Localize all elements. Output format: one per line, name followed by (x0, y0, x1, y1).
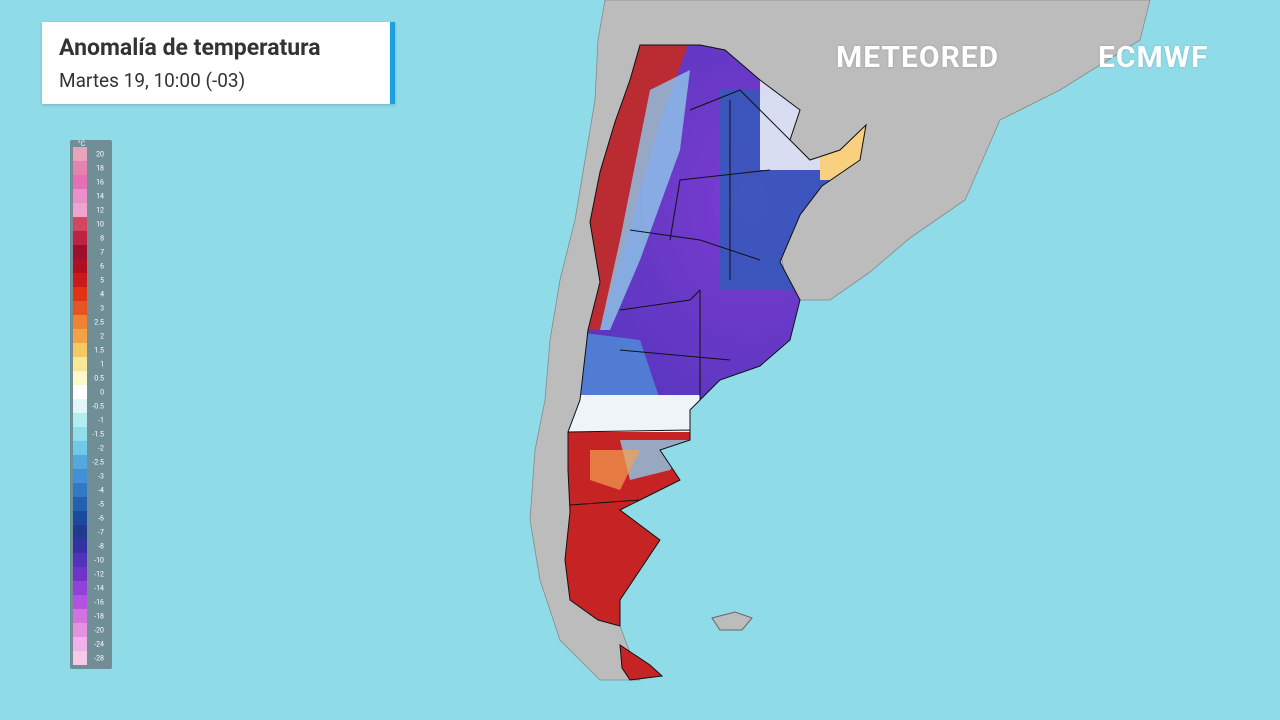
legend-swatch (73, 301, 87, 315)
legend-label: -2 (98, 445, 104, 453)
legend-swatch (73, 217, 87, 231)
legend: °C 20 18 16 14 12 10 8 7 6 5 4 3 2.5 2 1.5 1 0.5 0 -0.5 -1 -1… (70, 140, 112, 669)
legend-label: -14 (94, 585, 104, 593)
legend-swatch (73, 343, 87, 357)
legend-swatch (73, 259, 87, 273)
title-card: Anomalía de temperatura Martes 19, 10:00… (42, 22, 395, 104)
legend-label: -3 (98, 473, 104, 481)
legend-label: -1 (98, 417, 104, 425)
legend-label: 12 (96, 207, 104, 215)
legend-swatch (73, 525, 87, 539)
legend-label: 7 (100, 249, 104, 257)
legend-swatch (73, 413, 87, 427)
legend-swatch (73, 511, 87, 525)
subtitle: Martes 19, 10:00 (-03) (59, 69, 246, 92)
legend-swatch (73, 469, 87, 483)
legend-label: 2.5 (94, 319, 104, 327)
legend-swatch (73, 245, 87, 259)
legend-swatch (73, 329, 87, 343)
legend-swatch (73, 441, 87, 455)
legend-label: 1.5 (94, 347, 104, 355)
legend-swatch (73, 175, 87, 189)
legend-swatch (73, 357, 87, 371)
legend-label: 2 (100, 333, 104, 341)
legend-swatch (73, 371, 87, 385)
legend-label: 18 (96, 165, 104, 173)
legend-label: 3 (100, 305, 104, 313)
legend-label: 1 (100, 361, 104, 369)
legend-label: -8 (98, 543, 104, 551)
tierra-del-fuego (619, 644, 664, 681)
legend-swatch (73, 161, 87, 175)
legend-label: -24 (94, 641, 104, 649)
legend-label: -20 (94, 627, 104, 635)
legend-label: -1.5 (92, 431, 104, 439)
legend-swatch (73, 637, 87, 651)
legend-label: -18 (94, 613, 104, 621)
legend-label: 6 (100, 263, 104, 271)
legend-swatch (73, 147, 87, 161)
legend-unit: °C (78, 140, 86, 148)
legend-label: -12 (94, 571, 104, 579)
legend-swatch (73, 623, 87, 637)
legend-label: -28 (94, 655, 104, 663)
legend-label: -10 (94, 557, 104, 565)
legend-swatch (73, 455, 87, 469)
legend-swatch (73, 553, 87, 567)
legend-label: -16 (94, 599, 104, 607)
legend-label: 5 (100, 277, 104, 285)
province-borders (564, 44, 867, 627)
legend-swatch (73, 189, 87, 203)
legend-swatch (73, 539, 87, 553)
legend-swatch (73, 427, 87, 441)
legend-swatch (73, 273, 87, 287)
legend-label: 10 (96, 221, 104, 229)
legend-label: -4 (98, 487, 104, 495)
legend-label: 16 (96, 179, 104, 187)
legend-swatch (73, 399, 87, 413)
legend-swatch (73, 203, 87, 217)
legend-label: -2.5 (92, 459, 104, 467)
legend-swatch (73, 651, 87, 665)
legend-label: -6 (98, 515, 104, 523)
legend-swatch (73, 315, 87, 329)
legend-label: 4 (100, 291, 104, 299)
legend-swatch (73, 609, 87, 623)
legend-label: -5 (98, 501, 104, 509)
legend-label: 20 (96, 151, 104, 159)
legend-label: -7 (98, 529, 104, 537)
legend-label: -0.5 (92, 403, 104, 411)
legend-label: 8 (100, 235, 104, 243)
legend-swatch (73, 231, 87, 245)
legend-swatch (73, 581, 87, 595)
legend-label: 0.5 (94, 375, 104, 383)
legend-swatch (73, 595, 87, 609)
legend-swatch (73, 567, 87, 581)
legend-swatch (73, 385, 87, 399)
provider-logo: METEORED (836, 40, 1000, 75)
falkland-islands (711, 611, 753, 631)
legend-swatch (73, 497, 87, 511)
model-logo: ECMWF (1098, 40, 1209, 75)
legend-swatch (73, 483, 87, 497)
legend-swatch (73, 287, 87, 301)
legend-label: 14 (96, 193, 104, 201)
legend-label: 0 (100, 389, 104, 397)
title: Anomalía de temperatura (59, 34, 321, 61)
